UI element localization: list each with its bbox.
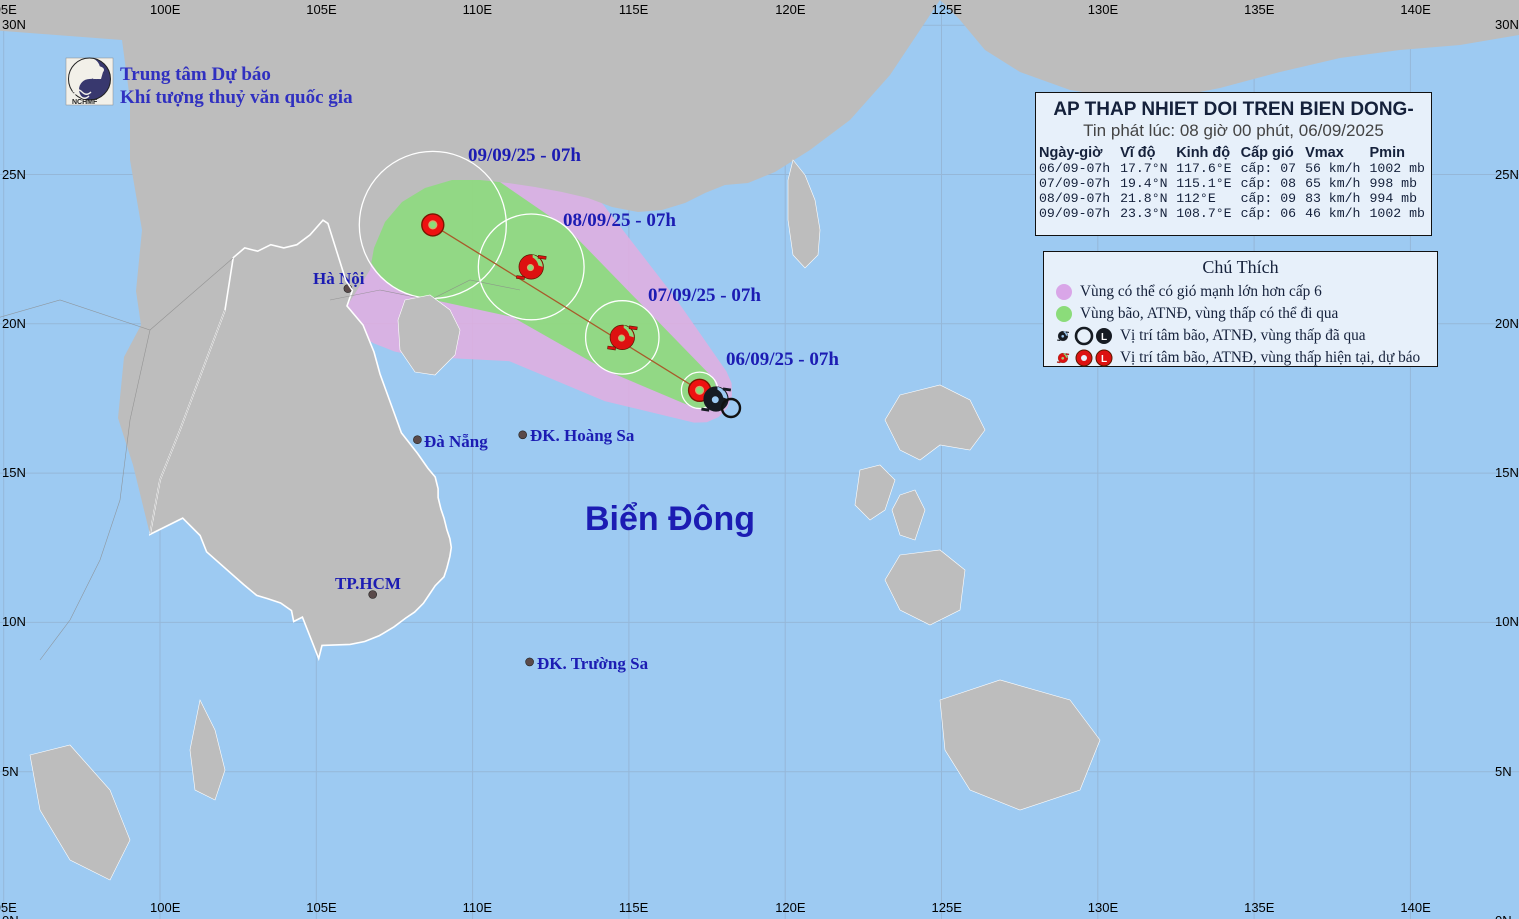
- svg-text:Biển Đông: Biển Đông: [585, 500, 755, 538]
- svg-text:ĐK. Trường Sa: ĐK. Trường Sa: [537, 654, 649, 673]
- svg-text:08/09/25 - 07h: 08/09/25 - 07h: [563, 210, 676, 231]
- svg-text:Khí tượng thuỷ văn quốc gia: Khí tượng thuỷ văn quốc gia: [120, 87, 353, 108]
- svg-text:Hà Nội: Hà Nội: [313, 269, 365, 288]
- svg-text:Trung tâm Dự báo: Trung tâm Dự báo: [120, 64, 271, 85]
- svg-text:L: L: [1101, 354, 1107, 365]
- svg-text:07/09/25 - 07h: 07/09/25 - 07h: [648, 285, 761, 306]
- svg-text:NCHMF: NCHMF: [72, 99, 98, 106]
- svg-text:ĐK. Hoàng Sa: ĐK. Hoàng Sa: [530, 426, 635, 445]
- svg-text:TP.HCM: TP.HCM: [335, 574, 401, 593]
- svg-text:Đà Nẵng: Đà Nẵng: [424, 432, 488, 451]
- svg-text:09/09/25 - 07h: 09/09/25 - 07h: [468, 145, 581, 166]
- svg-text:L: L: [1101, 332, 1107, 343]
- svg-text:06/09/25 - 07h: 06/09/25 - 07h: [726, 349, 839, 370]
